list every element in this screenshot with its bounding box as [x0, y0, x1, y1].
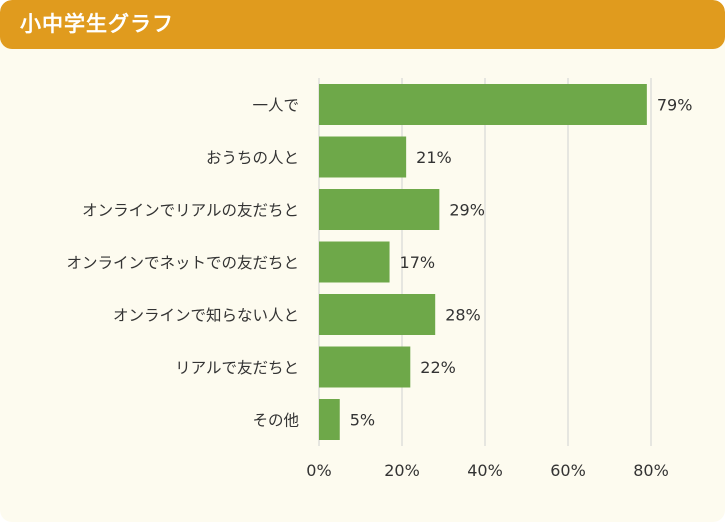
- category-label: リアルで友だちと: [175, 359, 299, 377]
- value-label: 79%: [657, 96, 693, 115]
- bar: [319, 294, 436, 335]
- bar: [319, 241, 390, 283]
- x-tick-label: 40%: [467, 461, 503, 480]
- bar: [319, 84, 647, 125]
- category-label: オンラインでリアルの友だちと: [82, 202, 299, 220]
- category-label: その他: [252, 412, 299, 430]
- x-tick-label: 80%: [633, 461, 669, 480]
- bars: [319, 84, 647, 440]
- x-tick-label: 20%: [384, 461, 420, 480]
- value-label: 29%: [449, 201, 485, 220]
- category-label: オンラインでネットでの友だちと: [66, 254, 299, 272]
- page-title: 小中学生グラフ: [20, 12, 174, 36]
- category-label: おうちの人と: [206, 149, 299, 167]
- labels: 0% 20% 40% 60% 80% 一人で 79% おうちの人と 21% オンラインでリアルの友…: [66, 96, 692, 481]
- bar: [319, 136, 407, 178]
- bar: [319, 399, 340, 440]
- value-label: 5%: [350, 411, 375, 430]
- value-label: 22%: [420, 358, 456, 377]
- x-tick-label: 0%: [306, 461, 331, 480]
- value-label: 28%: [445, 306, 481, 325]
- bar: [319, 346, 411, 388]
- value-label: 21%: [416, 148, 452, 167]
- category-label: 一人で: [252, 97, 299, 115]
- category-label: オンラインで知らない人と: [113, 307, 299, 325]
- x-tick-label: 60%: [550, 461, 586, 480]
- value-label: 17%: [400, 253, 436, 272]
- bar: [319, 189, 440, 230]
- header-bar: 小中学生グラフ: [0, 0, 725, 49]
